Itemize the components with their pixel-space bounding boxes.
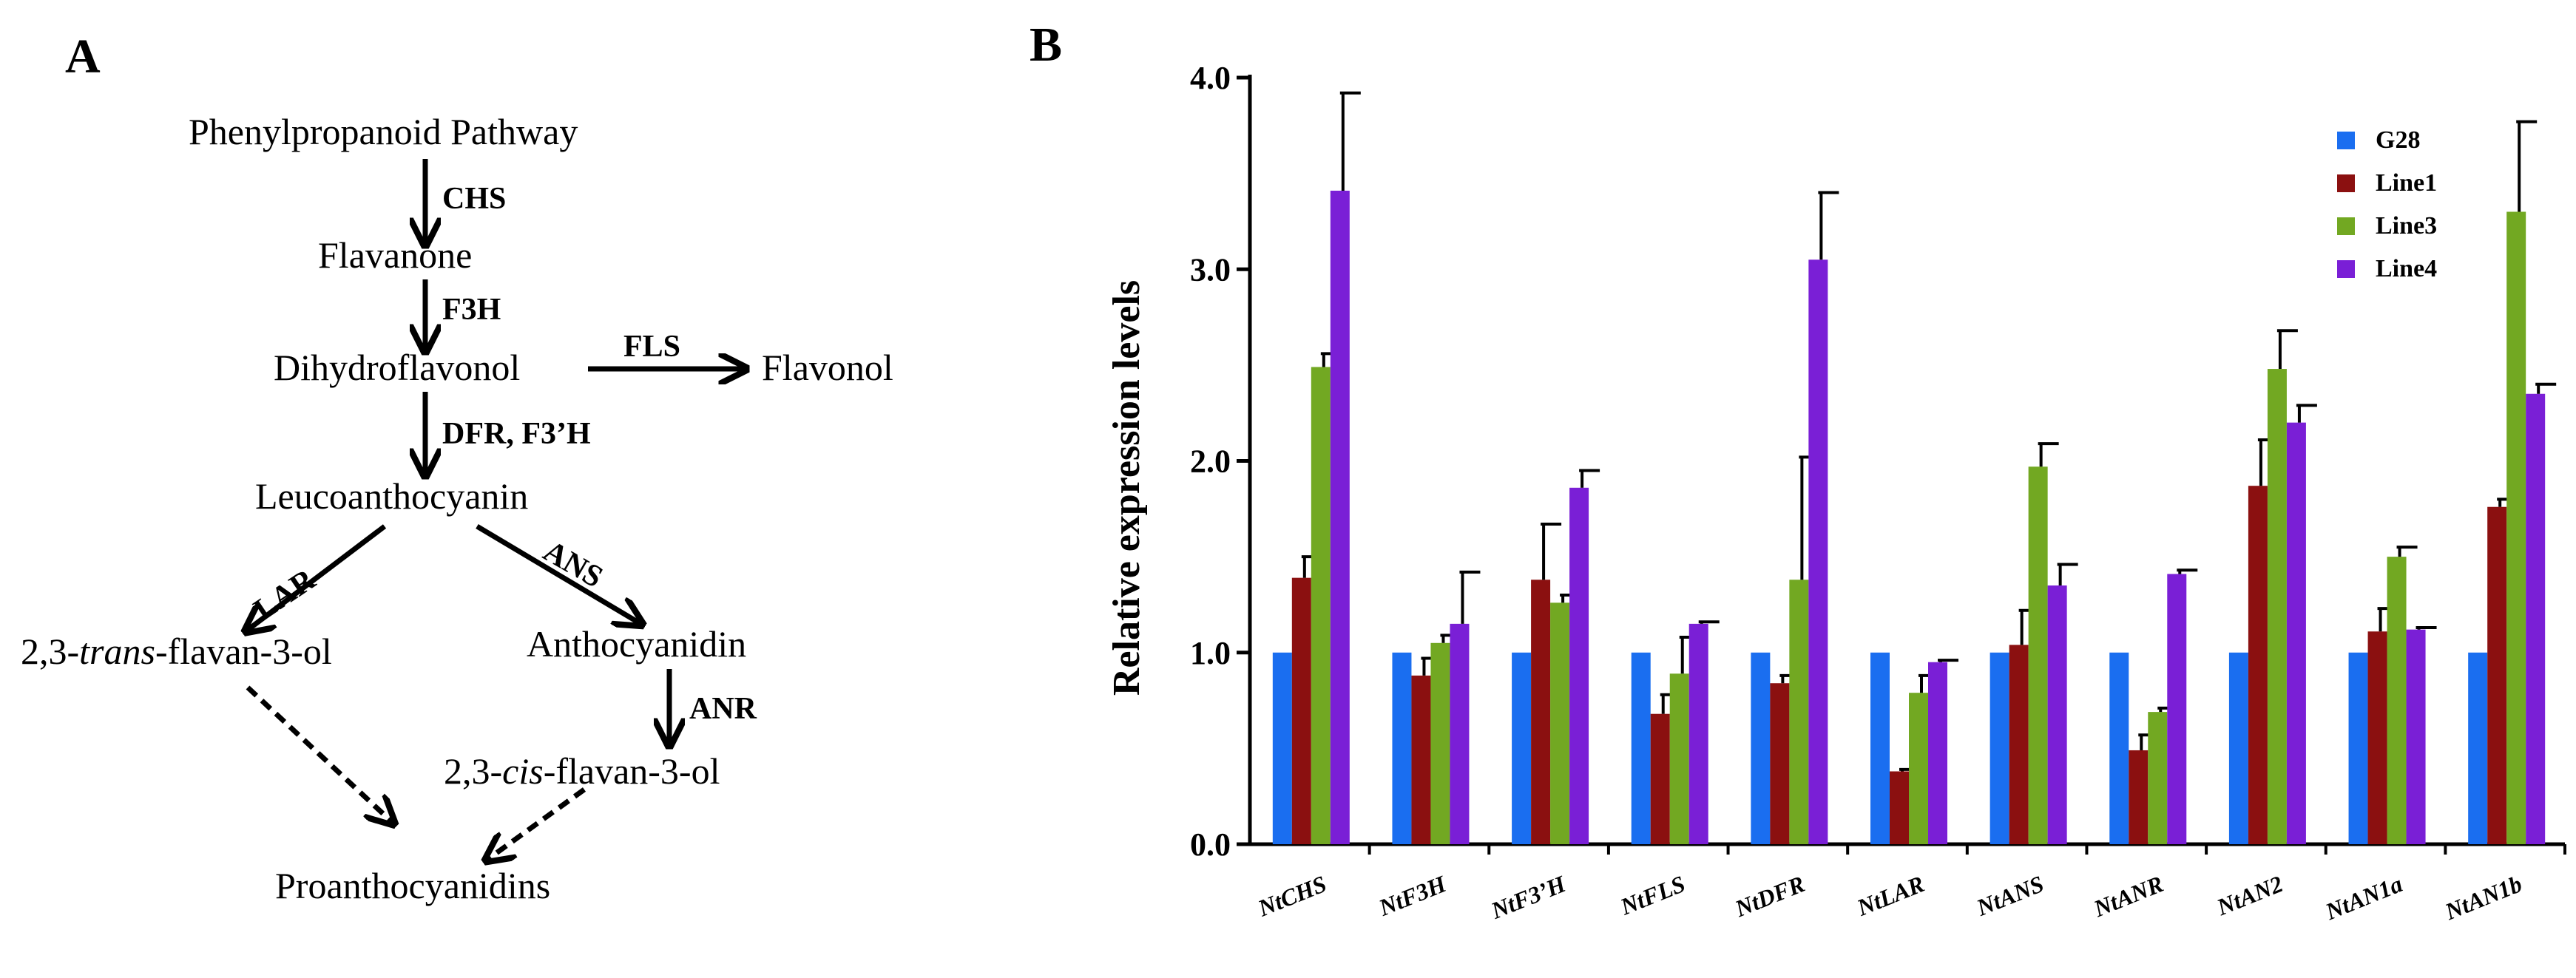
legend-label-g28: G28 (2376, 126, 2420, 154)
bar-g28-3 (1631, 652, 1651, 844)
bar-line1-5 (1890, 771, 1909, 844)
enzyme-fls: FLS (623, 330, 680, 364)
x-tick-label-2: NtF3’H (1487, 870, 1570, 924)
bar-line3-7 (2148, 712, 2168, 844)
node-dihydroflavonol: Dihydroflavonol (274, 347, 520, 388)
bar-line1-0 (1291, 577, 1311, 844)
bar-line3-6 (2028, 466, 2048, 844)
panel-b-chart: B Relative expression levels 0.0 1.0 2.0 3.… (1030, 18, 2566, 925)
node-anthocyanidin: Anthocyanidin (527, 623, 746, 665)
bar-line3-5 (1909, 693, 1928, 844)
bar-line3-8 (2267, 369, 2287, 844)
node-trans-flavanol: 2,3-trans-flavan-3-ol (21, 631, 332, 672)
bar-g28-10 (2468, 652, 2488, 844)
x-tick-label-0: NtCHS (1254, 870, 1330, 922)
x-tick-label-7: NtANR (2089, 870, 2167, 922)
bar-line4-10 (2526, 393, 2546, 844)
arrow-lar (248, 524, 387, 630)
bar-line1-8 (2248, 486, 2268, 844)
bar-line3-9 (2387, 557, 2407, 844)
panel-b-label: B (1030, 18, 1062, 72)
bar-g28-0 (1272, 652, 1292, 844)
bar-line1-2 (1531, 580, 1551, 844)
bar-g28-4 (1751, 652, 1771, 844)
legend-swatch-g28 (2337, 132, 2355, 149)
bar-line3-0 (1311, 367, 1331, 844)
chart-plot-area: 0.0 1.0 2.0 3.0 4.0 NtCHS NtF3H NtF3’H NtFLS NtDF… (1190, 60, 2566, 925)
bar-line1-3 (1650, 713, 1670, 844)
bar-g28-6 (1990, 652, 2009, 844)
node-phenylpropanoid: Phenylpropanoid Pathway (189, 111, 578, 152)
y-axis-label: Relative expression levels (1106, 280, 1148, 696)
bar-g28-5 (1870, 652, 1890, 844)
bar-line1-9 (2367, 631, 2387, 844)
bar-line3-4 (1789, 580, 1809, 844)
bar-line1-10 (2487, 506, 2507, 844)
y-tick-label: 0.0 (1190, 826, 1231, 863)
bar-line4-8 (2286, 422, 2306, 844)
x-tick-label-1: NtF3H (1374, 870, 1450, 921)
arrow-dashed-cis (488, 787, 586, 859)
bar-line4-9 (2406, 629, 2426, 844)
bar-line3-10 (2506, 211, 2526, 845)
x-tick-label-6: NtANS (1972, 870, 2047, 921)
y-tick-label: 4.0 (1190, 60, 1231, 96)
panel-a-label: A (65, 30, 101, 84)
bar-line1-7 (2129, 750, 2149, 844)
node-flavonol: Flavonol (762, 347, 893, 388)
bar-line4-7 (2167, 574, 2187, 844)
enzyme-lar: LAR (248, 563, 322, 628)
node-leucoanthocyanin: Leucoanthocyanin (255, 475, 528, 517)
node-proanthocyanidins: Proanthocyanidins (275, 865, 550, 906)
bar-line4-6 (2047, 585, 2067, 844)
node-flavanone: Flavanone (318, 234, 472, 276)
arrow-dashed-trans (246, 685, 392, 822)
enzyme-f3h: F3H (442, 293, 501, 327)
x-tick-label-4: NtDFR (1731, 870, 1808, 922)
panel-a-pathway: A Phenylpropanoid Pathway CHS Flavanone … (21, 30, 893, 906)
y-tick-label: 2.0 (1190, 444, 1231, 480)
bar-g28-7 (2109, 652, 2129, 844)
bar-line3-2 (1550, 602, 1570, 844)
bar-line4-1 (1450, 623, 1470, 844)
legend-label-line1: Line1 (2376, 169, 2437, 197)
bar-g28-2 (1512, 652, 1532, 844)
y-tick-label: 3.0 (1190, 251, 1231, 288)
x-tick-label-9: NtAN1a (2321, 870, 2406, 925)
arrow-ans (476, 523, 640, 623)
bar-line4-4 (1808, 259, 1828, 845)
bar-g28-8 (2228, 652, 2248, 844)
node-cis-flavanol: 2,3-cis-flavan-3-ol (444, 750, 720, 792)
bar-line4-0 (1330, 190, 1350, 844)
bar-g28-1 (1392, 652, 1412, 844)
bar-g28-9 (2348, 652, 2368, 844)
bar-line1-1 (1411, 675, 1431, 844)
bar-line4-3 (1688, 623, 1708, 844)
enzyme-dfr: DFR, F3’H (442, 417, 591, 451)
x-tick-label-10: NtAN1b (2441, 870, 2526, 925)
enzyme-chs: CHS (442, 182, 506, 216)
bar-line4-5 (1928, 662, 1947, 844)
legend-swatch-line4 (2337, 260, 2355, 278)
bar-line3-3 (1669, 673, 1689, 844)
chart-legend: G28 Line1 Line3 Line4 (2337, 126, 2437, 282)
legend-swatch-line1 (2337, 174, 2355, 192)
y-tick-label: 1.0 (1190, 635, 1231, 671)
x-tick-label-3: NtFLS (1616, 870, 1688, 920)
bar-line1-4 (1770, 683, 1790, 844)
bar-line3-1 (1430, 642, 1450, 844)
bar-line1-6 (2009, 645, 2029, 844)
x-tick-label-8: NtAN2 (2212, 870, 2286, 920)
legend-label-line4: Line4 (2376, 255, 2437, 282)
legend-swatch-line3 (2337, 217, 2355, 235)
enzyme-anr: ANR (689, 692, 757, 726)
x-tick-label-5: NtLAR (1853, 870, 1928, 921)
bar-line4-2 (1569, 487, 1589, 844)
legend-label-line3: Line3 (2376, 212, 2437, 240)
